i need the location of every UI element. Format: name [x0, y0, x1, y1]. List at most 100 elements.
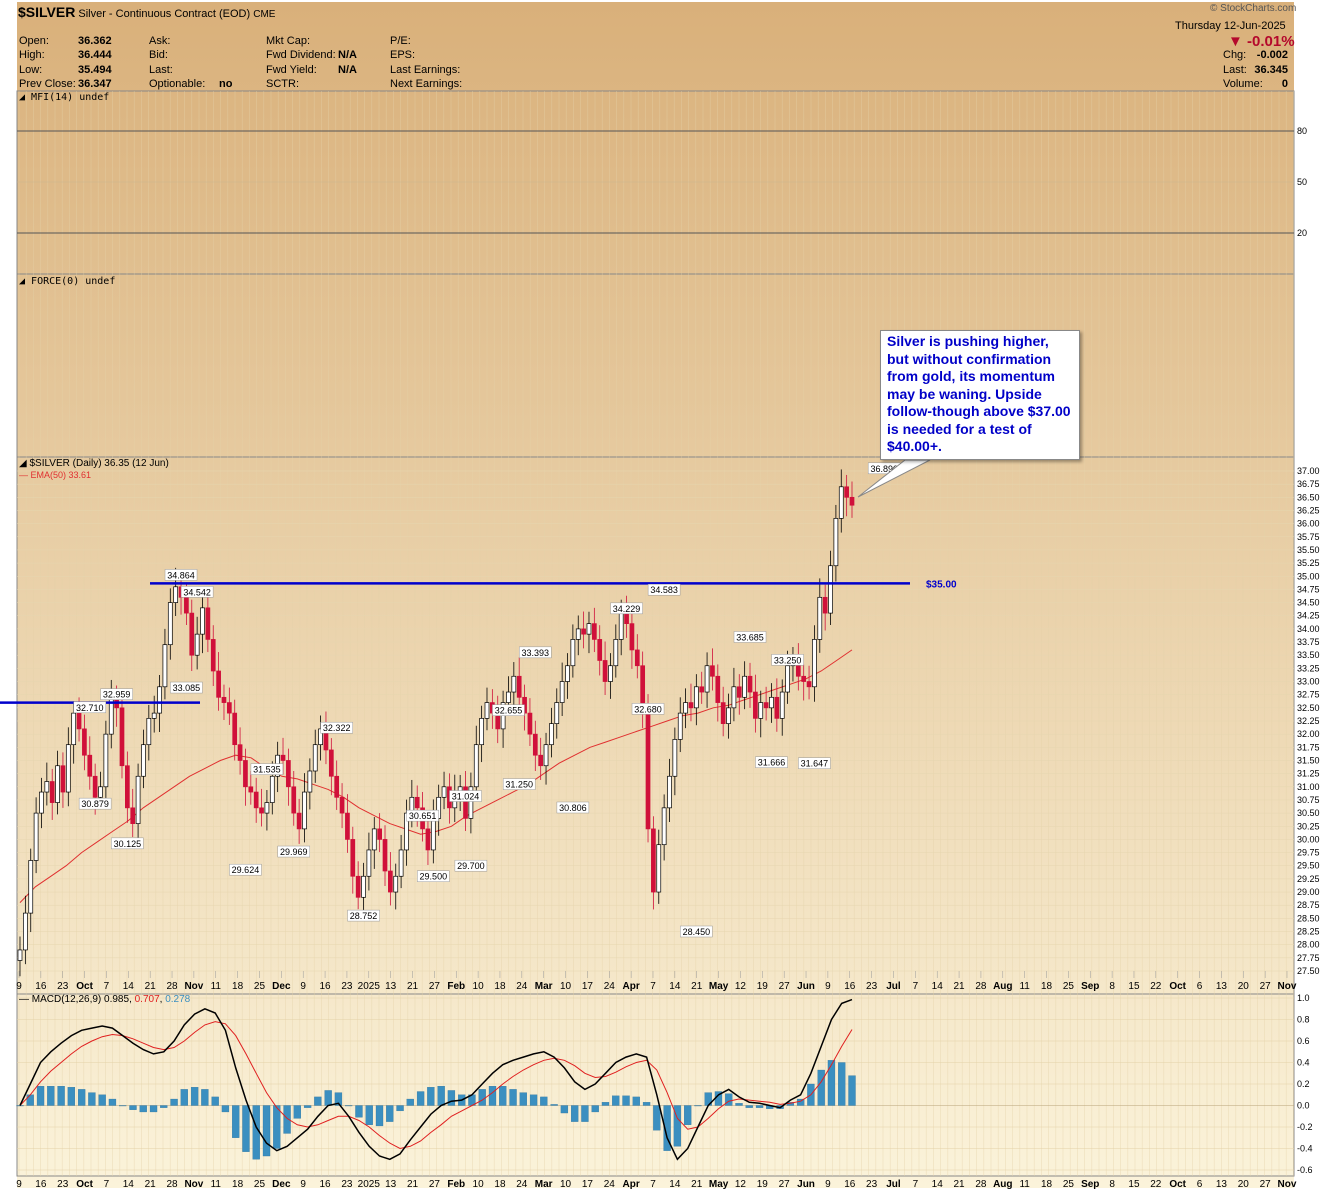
candle-body	[259, 807, 264, 814]
price-xtick: Apr	[623, 981, 640, 992]
candle-body	[742, 675, 747, 698]
price-xtick: 10	[560, 981, 572, 992]
macd-histogram-bar	[529, 1094, 538, 1106]
fwdyield-label: Fwd Yield:	[266, 64, 317, 76]
candle-body	[141, 744, 146, 777]
candle-body	[237, 744, 243, 761]
price-xtick: 9	[300, 981, 306, 992]
force-title: FORCE(0) undef	[31, 276, 116, 287]
macd-xtick: 16	[35, 1179, 47, 1190]
macd-xtick: 6	[1197, 1179, 1203, 1190]
annotation-callout: Silver is pushing higher, but without co…	[880, 330, 1080, 460]
high-value: 36.444	[78, 49, 112, 61]
candle-body	[613, 639, 619, 667]
candle-body	[216, 670, 221, 698]
candle-body	[667, 775, 672, 809]
price-ytick: 29.75	[1297, 848, 1320, 858]
macd-xtick: Oct	[76, 1179, 93, 1190]
sctr-label: SCTR:	[266, 78, 299, 90]
candle-body	[828, 565, 833, 614]
price-ytick: 36.25	[1297, 505, 1320, 515]
candle-body	[581, 628, 586, 635]
macd-xtick: Apr	[623, 1179, 640, 1190]
macd-legend: — MACD(12,26,9) 0.985, 0.707, 0.278	[19, 994, 191, 1005]
price-xtick: 9	[825, 981, 831, 992]
macd-histogram-bar	[129, 1105, 137, 1110]
price-ytick: 28.25	[1297, 927, 1320, 937]
candle-body	[801, 675, 807, 682]
macd-histogram-bar	[386, 1105, 394, 1122]
candle-body	[549, 723, 554, 746]
macd-histogram-bar	[16, 1105, 24, 1107]
price-xtick: 14	[669, 981, 681, 992]
candle-body	[200, 607, 205, 635]
price-xtick: Jul	[886, 981, 901, 992]
macd-line	[19, 998, 853, 1161]
price-annotation: 31.666	[758, 758, 786, 768]
price-xtick: Feb	[447, 981, 465, 992]
price-ytick: 28.00	[1297, 940, 1320, 950]
candle-body	[162, 644, 168, 688]
candle-body	[60, 765, 66, 793]
candle-body	[49, 781, 55, 803]
macd-xtick: 18	[232, 1179, 244, 1190]
candle-body	[414, 796, 420, 809]
macd-xtick: 10	[473, 1179, 485, 1190]
macd-histogram-bar	[119, 1105, 127, 1107]
price-xtick: 9	[16, 981, 22, 992]
price-ytick: 36.75	[1297, 479, 1320, 489]
candle-body	[538, 754, 544, 767]
fwddiv-value: N/A	[338, 49, 357, 61]
candle-body	[699, 686, 705, 693]
price-ytick: 36.50	[1297, 492, 1320, 502]
candle-body	[570, 639, 576, 667]
macd-xtick: 22	[1150, 1179, 1162, 1190]
macd-xtick: Sep	[1081, 1179, 1099, 1190]
price-annotation-box	[164, 569, 198, 581]
macd-ytick: -0.2	[1297, 1122, 1313, 1132]
price-annotation: 28.450	[683, 927, 711, 937]
macd-histogram-bar	[684, 1105, 692, 1126]
ema-legend-text: EMA(50) 33.61	[30, 470, 92, 480]
last-label: Last:	[149, 64, 173, 76]
price-ytick: 31.75	[1297, 742, 1320, 752]
price-ytick: 27.50	[1297, 966, 1320, 976]
macd-xtick: 7	[650, 1179, 656, 1190]
price-annotation-box	[556, 801, 590, 814]
price-xtick: 20	[1238, 981, 1250, 992]
fwddiv-label: Fwd Dividend:	[266, 49, 336, 61]
candle-body	[355, 875, 361, 898]
macd-histogram-bar	[67, 1087, 76, 1106]
macd-histogram-bar	[139, 1105, 147, 1113]
macd-xtick: Dec	[272, 1179, 291, 1190]
price-annotation: 29.624	[232, 865, 260, 875]
macd-histogram-bar	[47, 1086, 55, 1106]
candle-body	[339, 796, 345, 814]
price-annotation: 32.959	[103, 690, 131, 700]
price-annotation-box	[798, 757, 831, 769]
macd-xtick: 18	[494, 1179, 506, 1190]
candle-body	[398, 849, 404, 877]
ask-label: Ask:	[149, 35, 171, 47]
macd-ytick: 0.4	[1297, 1058, 1310, 1068]
change-pct-value: -0.01%	[1247, 33, 1295, 50]
macd-xtick: 23	[57, 1179, 69, 1190]
candle-body	[307, 770, 313, 793]
macd-histogram-bar	[355, 1105, 363, 1118]
macd-xtick: Jul	[886, 1179, 901, 1190]
description: Silver - Continuous Contract (EOD)	[78, 8, 251, 20]
candle-body	[838, 486, 844, 519]
macd-histogram-bar	[303, 1105, 312, 1108]
price-annotation: 31.647	[801, 759, 829, 769]
macd-xtick: 20	[1238, 1179, 1250, 1190]
mfi-title: MFI(14) undef	[31, 92, 110, 103]
prev-label: Prev Close:	[19, 78, 76, 90]
price-xtick: 13	[385, 981, 397, 992]
price-annotation: 34.542	[183, 587, 211, 597]
candle-body	[157, 686, 162, 714]
price-annotation-box	[449, 790, 482, 802]
candle-body	[184, 596, 189, 614]
price-xtick: 14	[932, 981, 944, 992]
macd-histogram-bar	[36, 1086, 45, 1106]
mfi-ytick: 20	[1297, 228, 1307, 238]
